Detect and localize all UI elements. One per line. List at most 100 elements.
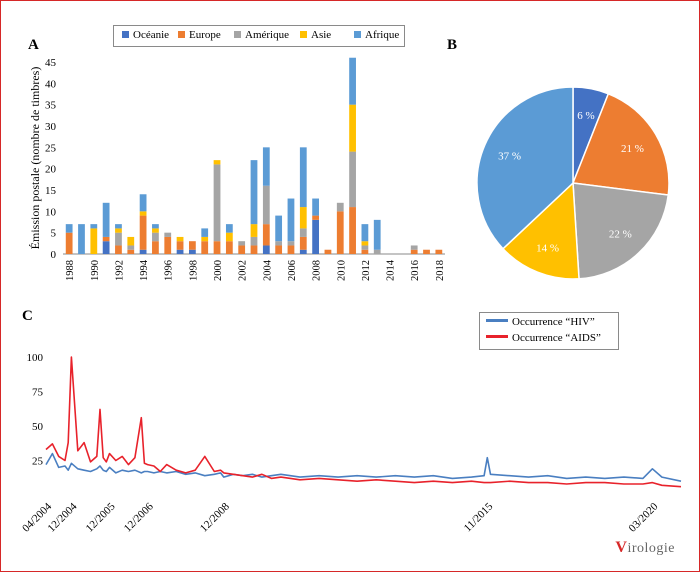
bar-2001-Afrique [225, 224, 233, 233]
bar-2011-Amérique [349, 151, 356, 208]
bar-1991-Océanie [102, 241, 110, 254]
bar-2018-Europe [435, 249, 443, 254]
bar-2001-Asie [225, 232, 233, 242]
x-tick-label: 2010 [336, 260, 347, 281]
legend-item: Afrique [354, 29, 399, 41]
bar-1999-Asie [201, 236, 209, 242]
line-legend: Occurrence “HIV” Occurrence “AIDS” [479, 312, 619, 350]
bar-2007-Europe [299, 236, 307, 250]
bar-1998-Europe [188, 241, 196, 250]
x-tick-label: 2006 [287, 260, 298, 281]
bar-1995-Asie [152, 228, 159, 233]
y-tick-label: 10 [45, 206, 57, 218]
bar-1995-Afrique [152, 224, 159, 229]
legend-label: Afrique [365, 29, 400, 41]
x-tick-label: 1994 [139, 259, 150, 281]
x-tick-label: 1998 [188, 260, 199, 281]
bar-2003-Europe [250, 245, 258, 254]
legend-item: Asie [300, 29, 331, 41]
bar-2012-Afrique [361, 224, 369, 242]
bar-1991-Afrique [102, 202, 110, 237]
y-axis-label: Émission postale (nombre de timbres) [28, 67, 42, 250]
bar-1999-Europe [201, 241, 209, 254]
bar-1990-Asie [90, 228, 98, 254]
x-tick-label: 1996 [164, 260, 175, 281]
legend-swatch [122, 31, 129, 38]
bar-2007-Afrique [299, 147, 307, 208]
bar-2012-Asie [361, 241, 369, 246]
legend-label: Europe [189, 29, 221, 41]
bar-2013-Amérique [373, 249, 381, 254]
bar-1997-Océanie [176, 249, 184, 254]
legend-label: Asie [311, 29, 332, 41]
legend-line-swatch [486, 319, 508, 322]
pie-value-label: 21 % [621, 143, 644, 155]
bar-2000-Europe [213, 241, 221, 254]
legend-label: Occurrence “HIV” [512, 316, 595, 328]
bar-1994-Europe [139, 215, 147, 250]
bar-2001-Europe [225, 241, 233, 254]
legend-line-swatch [486, 335, 508, 338]
legend-swatch [178, 31, 185, 38]
bar-2016-Amérique [410, 245, 418, 250]
bar-2005-Afrique [275, 215, 283, 242]
bar-1988-Europe [65, 232, 73, 254]
x-tick-label: 2002 [238, 260, 249, 281]
bar-1996-Europe [164, 236, 172, 254]
y-tick-label: 45 [45, 57, 57, 69]
bar-1993-Europe [127, 249, 135, 254]
hiv-line [45, 452, 682, 482]
bar-2011-Europe [349, 207, 356, 254]
bar-2006-Afrique [287, 198, 295, 242]
bar-1989-Afrique [78, 224, 85, 254]
bar-2007-Asie [299, 207, 307, 229]
bar-2005-Amérique [275, 241, 283, 246]
bar-2004-Amérique [262, 185, 270, 225]
pie-value-label: 22 % [609, 228, 632, 240]
panel-label-a: A [28, 37, 39, 53]
bar-1997-Asie [176, 236, 184, 242]
y-tick-label: 75 [32, 387, 44, 399]
y-tick-label: 100 [27, 352, 44, 364]
x-tick-label: 12/2005 [84, 500, 118, 534]
bar-2002-Europe [238, 245, 246, 254]
x-tick-label: 2000 [213, 260, 224, 281]
y-tick-label: 5 [51, 228, 57, 240]
bar-2012-Europe [361, 249, 369, 254]
bar-2016-Europe [410, 249, 418, 254]
pie-value-label: 37 % [498, 151, 521, 163]
bar-2004-Afrique [262, 147, 270, 186]
bar-1998-Océanie [188, 249, 196, 254]
legend-item: Amérique [234, 29, 289, 41]
bar-1988-Afrique [65, 224, 73, 233]
bar-2008-Océanie [312, 219, 320, 254]
bar-1991-Europe [102, 236, 110, 242]
y-tick-label: 15 [45, 185, 57, 197]
bar-2011-Afrique [349, 57, 356, 105]
legend-item: Occurrence “AIDS” [486, 332, 601, 344]
x-tick-label: 12/2006 [122, 500, 156, 534]
bar-2002-Amérique [238, 241, 246, 246]
bar-legend: Océanie Europe Amérique Asie Afrique [113, 25, 405, 47]
bar-2003-Afrique [250, 160, 258, 225]
x-tick-label: 1992 [114, 260, 125, 281]
bar-2000-Asie [213, 160, 221, 165]
pie-slice-Afrique [476, 86, 574, 250]
x-tick-label: 2018 [435, 260, 446, 281]
bar-1995-Amérique [152, 232, 159, 242]
bar-1995-Europe [152, 241, 159, 254]
x-tick-label: 2012 [361, 260, 372, 281]
y-tick-label: 50 [32, 421, 44, 433]
x-tick-label: 1990 [90, 260, 101, 281]
x-tick-label: 2014 [386, 259, 397, 281]
bar-1997-Europe [176, 241, 184, 250]
pie-chart: 6 % 21 % 22 % 14 % 37 % [476, 86, 670, 280]
y-tick-label: 0 [51, 249, 57, 261]
pie-value-label: 6 % [577, 110, 594, 122]
x-tick-label: 12/2008 [198, 500, 232, 534]
legend-label: Occurrence “AIDS” [512, 332, 601, 344]
pie-slice-Asie [501, 181, 580, 280]
legend-item: Europe [178, 29, 221, 41]
